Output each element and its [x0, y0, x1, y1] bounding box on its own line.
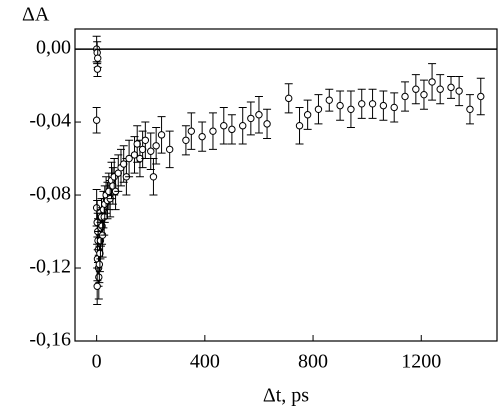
- x-axis-label: Δt, ps: [263, 385, 309, 407]
- data-point: [358, 100, 366, 108]
- data-point: [95, 273, 103, 281]
- data-point: [239, 122, 247, 130]
- data-point: [165, 145, 174, 154]
- data-point: [303, 111, 312, 119]
- data-point: [379, 101, 388, 110]
- data-point: [198, 132, 206, 141]
- data-point: [447, 83, 455, 92]
- data-point: [125, 154, 133, 163]
- data-point: [157, 131, 166, 139]
- data-point: [228, 125, 236, 134]
- y-axis-label: ΔA: [22, 4, 50, 26]
- data-point: [420, 90, 428, 99]
- data-point: [428, 78, 436, 86]
- data-point: [336, 101, 344, 110]
- y-tick-label: -0,16: [29, 329, 71, 351]
- data-point: [94, 54, 102, 62]
- data-point: [477, 92, 485, 101]
- data-point: [95, 260, 104, 269]
- x-tick-label: 0: [92, 351, 102, 373]
- data-point: [209, 127, 217, 135]
- data-point: [92, 116, 101, 124]
- data-point: [455, 87, 463, 95]
- data-point: [466, 105, 474, 113]
- data-point: [368, 100, 377, 108]
- y-tick-label: 0,00: [36, 37, 71, 59]
- plot-frame: [74, 28, 498, 342]
- x-tick-label: 400: [190, 351, 220, 373]
- data-point: [152, 142, 160, 150]
- y-tick-label: -0,04: [29, 110, 71, 132]
- x-tick-label: 1200: [401, 351, 441, 373]
- data-point: [263, 120, 271, 128]
- data-point: [247, 114, 255, 123]
- data-point: [401, 92, 409, 101]
- data-point: [147, 147, 155, 155]
- y-tick-label: -0,12: [29, 256, 71, 278]
- y-tick-label: -0,08: [29, 183, 71, 205]
- data-point: [325, 96, 333, 104]
- data-point: [412, 85, 420, 93]
- x-tick-label: 800: [298, 351, 328, 373]
- data-point: [93, 282, 101, 290]
- data-point: [182, 136, 190, 144]
- data-point: [187, 127, 196, 135]
- data-point: [436, 85, 444, 93]
- data-point: [314, 105, 323, 113]
- data-point: [255, 111, 263, 119]
- data-point: [285, 94, 293, 103]
- data-point: [295, 122, 304, 130]
- data-point: [390, 103, 398, 112]
- data-point: [347, 105, 355, 113]
- data-point: [93, 65, 102, 73]
- data-point: [149, 173, 158, 181]
- data-point: [141, 136, 150, 144]
- data-point: [220, 122, 228, 130]
